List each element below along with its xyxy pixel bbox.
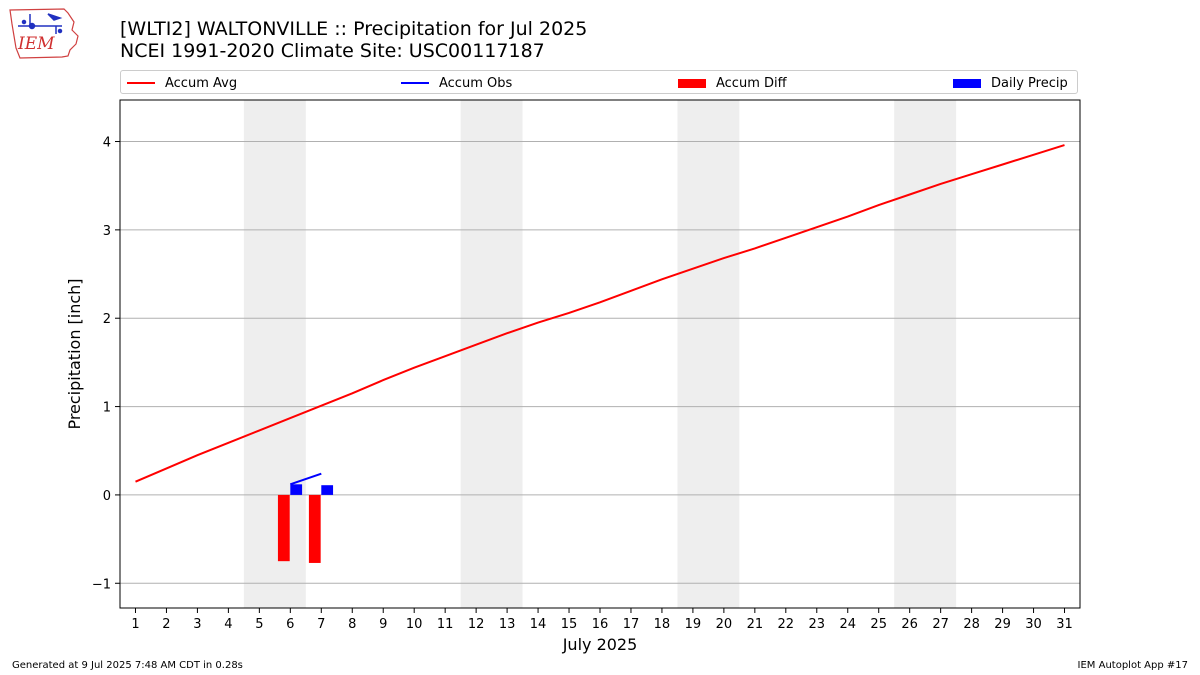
x-tick-label: 6 [286, 617, 294, 632]
legend-item-accum-diff: Accum Diff [678, 74, 787, 92]
x-tick-label: 10 [406, 617, 423, 632]
weekend-band-4 [894, 100, 957, 608]
weekend-band-2 [460, 100, 523, 608]
x-tick-label: 21 [747, 617, 764, 632]
y-axis-label: Precipitation [inch] [65, 278, 84, 429]
legend-item-daily-precip: Daily Precip [953, 74, 1068, 92]
plot-frame [119, 99, 1081, 609]
x-tick-label: 19 [685, 617, 702, 632]
legend-swatch-accum-avg [127, 82, 155, 84]
x-tick-label: 17 [623, 617, 640, 632]
footer-app-text: IEM Autoplot App #17 [1077, 660, 1188, 671]
x-tick-label: 16 [592, 617, 609, 632]
y-tick-label: −1 [92, 577, 111, 592]
x-tick-label: 20 [716, 617, 733, 632]
accum-avg-line [135, 144, 1065, 483]
x-tick-label: 25 [870, 617, 887, 632]
x-tick-label: 28 [963, 617, 980, 632]
legend-item-accum-obs: Accum Obs [401, 74, 512, 92]
legend-label-daily-precip: Daily Precip [991, 75, 1068, 91]
legend-label-accum-avg: Accum Avg [165, 75, 238, 91]
x-tick-label: 22 [778, 617, 795, 632]
y-tick-label: 2 [103, 312, 111, 327]
x-tick-label: 7 [317, 617, 325, 632]
legend-label-accum-obs: Accum Obs [439, 75, 513, 91]
x-tick-label: 27 [932, 617, 949, 632]
x-tick-label: 3 [193, 617, 201, 632]
legend-swatch-accum-diff [678, 78, 706, 88]
weather-station-icon [18, 13, 63, 34]
x-tick-label: 2 [162, 617, 170, 632]
x-tick-label: 26 [901, 617, 918, 632]
logo-text: IEM [17, 34, 55, 54]
x-tick-label: 12 [468, 617, 485, 632]
x-tick-label: 8 [348, 617, 356, 632]
weekend-band-3 [677, 100, 740, 608]
iowa-state-outline-icon [9, 8, 79, 59]
iem-logo: IEM [9, 8, 79, 59]
y-tick-label: 1 [103, 401, 111, 416]
x-tick-label: 30 [1025, 617, 1042, 632]
x-tick-label: 14 [530, 617, 547, 632]
legend-swatch-daily-precip [953, 78, 981, 88]
legend-swatch-accum-obs [401, 82, 429, 84]
daily-precip-bar-day-7 [321, 485, 334, 495]
x-tick-label: 29 [994, 617, 1011, 632]
legend-label-accum-diff: Accum Diff [716, 75, 787, 91]
chart-subtitle: NCEI 1991-2020 Climate Site: USC00117187 [120, 40, 545, 62]
y-tick-label: 3 [103, 224, 111, 239]
y-tick-label: 4 [103, 136, 111, 151]
x-axis-label: July 2025 [562, 635, 638, 654]
accum-obs-line [289, 472, 322, 486]
x-tick-label: 5 [255, 617, 263, 632]
y-tick-label: 0 [103, 489, 111, 504]
weekend-band-1 [243, 100, 306, 608]
x-tick-label: 15 [561, 617, 578, 632]
x-tick-label: 11 [437, 617, 454, 632]
x-tick-label: 1 [131, 617, 139, 632]
x-tick-label: 13 [499, 617, 516, 632]
daily-precip-bar-day-6 [290, 484, 303, 495]
x-tick-label: 24 [839, 617, 856, 632]
x-tick-label: 4 [224, 617, 232, 632]
chart-legend: Accum Avg Accum Obs Accum Diff Daily Pre… [120, 70, 1078, 94]
x-tick-label: 9 [379, 617, 387, 632]
x-tick-label: 18 [654, 617, 671, 632]
legend-item-accum-avg: Accum Avg [127, 74, 237, 92]
chart-title: [WLTI2] WALTONVILLE :: Precipitation for… [120, 18, 588, 40]
x-tick-label: 23 [809, 617, 826, 632]
accum-diff-bar-day-6 [277, 494, 290, 562]
footer-generated-text: Generated at 9 Jul 2025 7:48 AM CDT in 0… [12, 660, 243, 671]
x-tick-label: 31 [1056, 617, 1073, 632]
accum-diff-bar-day-7 [308, 494, 321, 563]
